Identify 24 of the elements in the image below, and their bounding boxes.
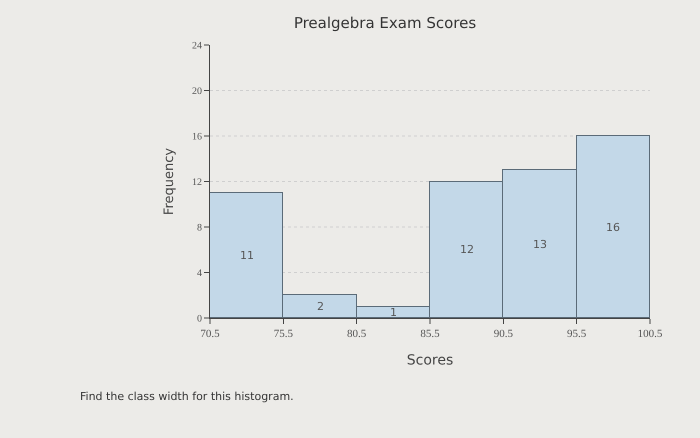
data-label: 12: [460, 243, 474, 256]
x-tick-label: 70.5: [200, 328, 220, 340]
data-label: 13: [533, 238, 547, 251]
y-tick-label: 20: [192, 86, 202, 97]
x-tick-label: 90.5: [494, 328, 514, 340]
x-tick-label: 95.5: [567, 328, 587, 340]
y-tick-label: 0: [197, 314, 202, 324]
y-axis-title: Frequency: [162, 148, 177, 216]
y-tick-label: 12: [192, 177, 202, 188]
x-tick-label: 80.5: [347, 328, 367, 340]
data-label: 11: [240, 249, 254, 262]
x-axis-title: Scores: [406, 352, 454, 368]
data-label: 2: [317, 300, 324, 313]
y-tick-label: 16: [192, 132, 202, 142]
y-tick-label: 4: [197, 268, 202, 279]
x-tick-label: 75.5: [274, 328, 294, 340]
data-label: 16: [606, 221, 620, 234]
text: Find the class width for this histogram.: [80, 390, 294, 403]
x-tick-label: 100.5: [638, 328, 663, 340]
x-tick-label: 85.5: [420, 328, 440, 340]
y-tick-label: 8: [197, 222, 202, 234]
y-tick-label: 24: [192, 40, 202, 52]
chart-title: Prealgebra Exam Scores: [294, 14, 476, 32]
data-label: 1: [390, 306, 397, 319]
